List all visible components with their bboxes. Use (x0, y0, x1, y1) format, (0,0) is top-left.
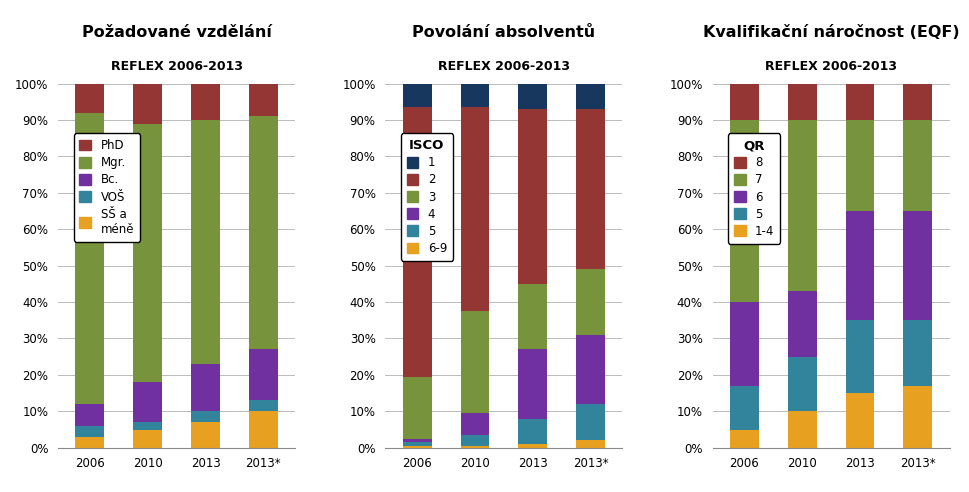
Bar (788, 411, 817, 448)
Bar (191, 411, 220, 422)
Bar (518, 284, 547, 349)
Text: REFLEX 2006-2013: REFLEX 2006-2013 (438, 60, 570, 73)
Bar (403, 446, 431, 448)
Bar (460, 413, 489, 435)
Bar (730, 430, 759, 448)
Bar (134, 382, 162, 422)
Text: REFLEX 2006-2013: REFLEX 2006-2013 (766, 60, 897, 73)
Bar (788, 84, 817, 120)
Bar (903, 320, 932, 386)
Bar (577, 440, 605, 448)
Bar (846, 393, 874, 448)
Bar (788, 120, 817, 291)
Bar (403, 377, 431, 439)
Bar (730, 386, 759, 430)
Bar (134, 123, 162, 382)
Bar (730, 84, 759, 120)
Bar (403, 442, 431, 446)
Bar (518, 349, 547, 419)
Bar (577, 269, 605, 335)
Bar (403, 84, 431, 107)
Bar (76, 426, 105, 437)
Bar (249, 84, 278, 117)
Bar (249, 400, 278, 411)
Text: REFLEX 2006-2013: REFLEX 2006-2013 (110, 60, 242, 73)
Legend: 8, 7, 6, 5, 1-4: 8, 7, 6, 5, 1-4 (728, 133, 780, 244)
Text: Povolání absolventů: Povolání absolventů (413, 25, 595, 40)
Bar (788, 291, 817, 357)
Bar (577, 84, 605, 109)
Bar (76, 404, 105, 426)
Bar (460, 311, 489, 413)
Bar (191, 84, 220, 120)
Legend: 1, 2, 3, 4, 5, 6-9: 1, 2, 3, 4, 5, 6-9 (401, 133, 453, 261)
Bar (846, 211, 874, 320)
Bar (518, 419, 547, 444)
Bar (76, 437, 105, 448)
Bar (249, 117, 278, 349)
Bar (577, 109, 605, 269)
Bar (249, 411, 278, 448)
Bar (730, 302, 759, 386)
Bar (403, 107, 431, 377)
Bar (191, 364, 220, 411)
Bar (788, 357, 817, 411)
Bar (903, 120, 932, 211)
Bar (518, 444, 547, 448)
Text: Požadované vzdělání: Požadované vzdělání (81, 25, 271, 40)
Bar (903, 386, 932, 448)
Bar (577, 404, 605, 440)
Bar (403, 439, 431, 442)
Bar (460, 107, 489, 311)
Bar (518, 84, 547, 109)
Bar (846, 84, 874, 120)
Bar (846, 120, 874, 211)
Bar (460, 435, 489, 446)
Bar (846, 320, 874, 393)
Bar (191, 120, 220, 364)
Bar (903, 211, 932, 320)
Bar (518, 109, 547, 284)
Bar (76, 113, 105, 404)
Bar (577, 335, 605, 404)
Bar (134, 422, 162, 430)
Bar (460, 84, 489, 107)
Bar (460, 446, 489, 448)
Bar (249, 349, 278, 400)
Bar (76, 84, 105, 113)
Legend: PhD, Mgr., Bc., VOŠ, SŠ a
méně: PhD, Mgr., Bc., VOŠ, SŠ a méně (74, 133, 141, 242)
Bar (134, 84, 162, 123)
Text: Kvalifikační náročnost (EQF): Kvalifikační náročnost (EQF) (703, 25, 959, 40)
Bar (191, 422, 220, 448)
Bar (730, 120, 759, 302)
Bar (903, 84, 932, 120)
Bar (134, 430, 162, 448)
